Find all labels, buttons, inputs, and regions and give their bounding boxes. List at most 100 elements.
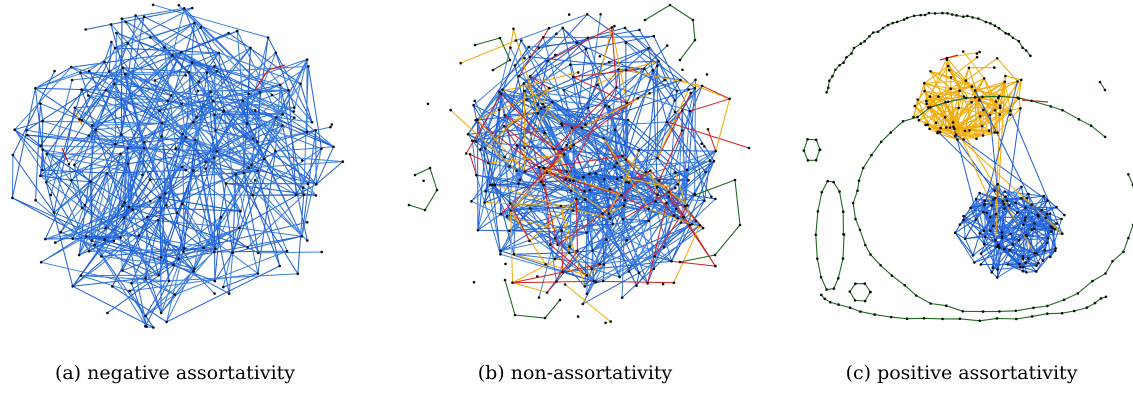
graph-node bbox=[594, 280, 598, 284]
graph-node bbox=[607, 60, 611, 64]
graph-node bbox=[553, 257, 557, 261]
graph-edge bbox=[107, 264, 174, 314]
graph-node bbox=[320, 147, 323, 150]
accent-edge bbox=[622, 187, 676, 220]
graph-node bbox=[955, 14, 958, 17]
graph-node bbox=[306, 182, 310, 185]
graph-node bbox=[159, 311, 163, 315]
accent-edge bbox=[564, 284, 611, 322]
graph-edge bbox=[1020, 193, 1029, 199]
panel-negative-assortativity: (a) negative assortativity bbox=[0, 0, 350, 404]
graph-node bbox=[733, 178, 737, 182]
graph-node bbox=[251, 137, 255, 140]
graph-edge bbox=[112, 285, 167, 323]
graph-edge bbox=[181, 91, 260, 105]
graph-node bbox=[1016, 211, 1019, 214]
graph-node bbox=[814, 158, 818, 162]
accent-edge bbox=[504, 114, 565, 155]
graph-edge bbox=[80, 275, 130, 292]
graph-node bbox=[876, 30, 880, 33]
graph-edge bbox=[983, 78, 1001, 108]
graph-node bbox=[638, 28, 641, 32]
graph-node bbox=[512, 252, 516, 256]
graph-edge bbox=[42, 149, 129, 165]
graph-node bbox=[998, 106, 1002, 109]
graph-edge bbox=[544, 106, 629, 121]
graph-node bbox=[609, 320, 612, 323]
graph-edge bbox=[193, 170, 236, 175]
graph-node bbox=[1103, 135, 1107, 139]
graph-edge bbox=[587, 37, 616, 130]
graph-edge bbox=[169, 273, 298, 282]
graph-node bbox=[1011, 36, 1015, 40]
graph-node bbox=[989, 229, 992, 232]
graph-node bbox=[13, 128, 16, 131]
graph-node bbox=[1030, 228, 1033, 231]
graph-node bbox=[927, 11, 931, 15]
accent-edge bbox=[622, 155, 688, 206]
graph-node bbox=[246, 246, 249, 249]
graph-edge bbox=[938, 96, 966, 132]
graph-edge bbox=[72, 205, 86, 239]
graph-node bbox=[73, 106, 77, 109]
graph-node bbox=[647, 46, 650, 50]
graph-edge bbox=[1027, 235, 1049, 239]
graph-node bbox=[944, 100, 947, 104]
graph-node bbox=[990, 204, 994, 207]
graph-edge bbox=[475, 99, 527, 142]
graph-node bbox=[1035, 270, 1038, 273]
accent-edge bbox=[509, 203, 530, 242]
accent-edge bbox=[543, 168, 551, 245]
graph-node bbox=[653, 255, 656, 258]
graph-node bbox=[281, 112, 284, 116]
graph-node bbox=[975, 52, 979, 55]
graph-node bbox=[1008, 248, 1012, 252]
graph-node bbox=[542, 183, 545, 187]
graph-node bbox=[296, 272, 300, 276]
graph-node bbox=[934, 121, 938, 124]
graph-edge bbox=[154, 52, 219, 81]
graph-node bbox=[947, 68, 951, 72]
graph-node bbox=[636, 96, 640, 100]
graph-node bbox=[107, 70, 111, 73]
graph-edge bbox=[84, 134, 122, 206]
graph-edge bbox=[964, 109, 984, 132]
graph-node bbox=[816, 257, 819, 261]
graph-node bbox=[1016, 80, 1019, 83]
graph-edge bbox=[648, 47, 696, 89]
accent-edge bbox=[503, 125, 571, 181]
graph-node bbox=[568, 63, 572, 66]
graph-node bbox=[301, 186, 305, 189]
graph-edge bbox=[145, 294, 176, 317]
graph-edge bbox=[120, 142, 145, 238]
graph-node bbox=[996, 96, 1000, 100]
graph-node bbox=[583, 285, 587, 288]
graph-node bbox=[604, 321, 607, 325]
graph-node bbox=[1041, 259, 1045, 263]
network-graph-neutral bbox=[407, 3, 751, 325]
graph-edge bbox=[924, 82, 965, 98]
graph-node bbox=[674, 171, 677, 174]
graph-node bbox=[905, 16, 909, 20]
graph-node bbox=[620, 296, 624, 300]
graph-edge bbox=[974, 97, 977, 139]
graph-node bbox=[182, 7, 186, 10]
graph-edge bbox=[602, 213, 637, 286]
graph-node bbox=[1044, 216, 1048, 220]
graph-node bbox=[1001, 200, 1005, 203]
graph-node bbox=[287, 88, 290, 92]
graph-node bbox=[34, 198, 37, 202]
graph-edge bbox=[197, 89, 289, 92]
graph-edge bbox=[599, 256, 655, 265]
graph-node bbox=[552, 147, 555, 151]
graph-node bbox=[547, 26, 551, 30]
graph-edge bbox=[970, 207, 977, 220]
accent-edge bbox=[61, 147, 69, 163]
graph-node bbox=[1053, 249, 1057, 253]
graph-node bbox=[977, 17, 980, 20]
graph-node bbox=[929, 70, 932, 73]
graph-node bbox=[1018, 262, 1021, 266]
graph-node bbox=[1021, 257, 1025, 261]
graph-node bbox=[262, 157, 266, 161]
graph-node bbox=[488, 183, 492, 187]
